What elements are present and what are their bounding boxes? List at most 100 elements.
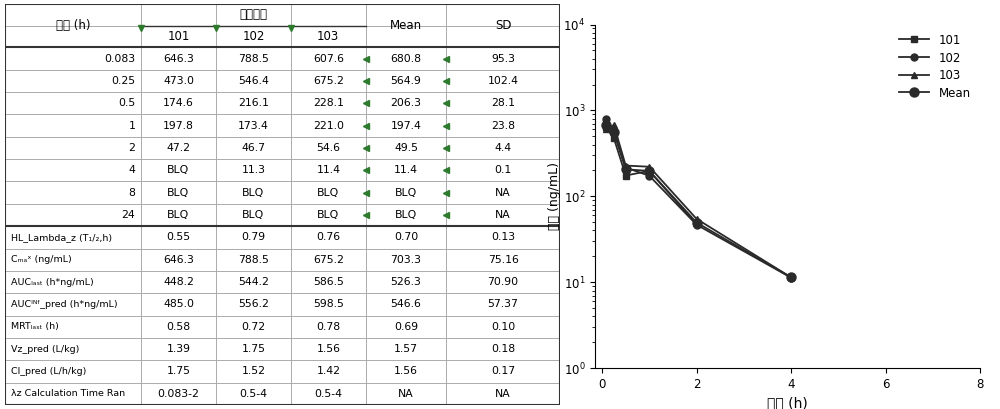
Bar [366,115,446,137]
Bar [446,204,560,226]
Bar [216,382,291,405]
Text: 646.3: 646.3 [163,54,194,63]
Text: 197.8: 197.8 [163,121,194,130]
Bar [141,26,216,47]
Text: 0.17: 0.17 [491,366,515,376]
Bar [366,4,446,26]
Text: 197.4: 197.4 [391,121,421,130]
Text: 54.6: 54.6 [316,143,340,153]
Text: 0.13: 0.13 [491,232,515,243]
Bar [216,249,291,271]
Text: 46.7: 46.7 [241,143,265,153]
Text: 8: 8 [129,188,135,198]
Text: 102.4: 102.4 [488,76,519,86]
Bar [366,26,446,47]
Bar [291,382,366,405]
Text: 174.6: 174.6 [163,98,194,108]
Text: 95.3: 95.3 [491,54,515,63]
Text: 556.2: 556.2 [238,299,269,309]
Bar [366,204,446,226]
Bar [216,47,291,70]
Bar [5,382,141,405]
Bar [366,315,446,338]
Bar [141,115,216,137]
Text: 0.5-4: 0.5-4 [239,389,267,399]
Bar [446,382,560,405]
Bar [366,382,446,405]
Text: 0.25: 0.25 [111,76,135,86]
Bar [141,92,216,115]
Text: λz Calculation Time Ran: λz Calculation Time Ran [11,389,125,398]
Text: 228.1: 228.1 [313,98,344,108]
Text: 75.16: 75.16 [488,255,519,265]
Text: NA: NA [398,389,414,399]
Text: BLQ: BLQ [317,188,339,198]
Bar [291,360,366,382]
Text: BLQ: BLQ [395,188,417,198]
Text: 788.5: 788.5 [238,54,269,63]
Text: BLQ: BLQ [242,210,264,220]
Bar [141,338,216,360]
Bar [141,70,216,92]
Bar [291,249,366,271]
Bar [366,159,446,182]
Text: 0.55: 0.55 [166,232,190,243]
Bar [366,182,446,204]
Bar [446,26,560,47]
Text: 102: 102 [242,30,265,43]
Text: 4.4: 4.4 [495,143,512,153]
Text: 0.5-4: 0.5-4 [314,389,342,399]
Bar [5,249,141,271]
Bar [5,159,141,182]
Bar [5,92,141,115]
Text: 216.1: 216.1 [238,98,269,108]
Bar [5,137,141,159]
Text: BLQ: BLQ [317,210,339,220]
Bar [5,204,141,226]
Bar [446,47,560,70]
Bar [291,92,366,115]
Text: 49.5: 49.5 [394,143,418,153]
Text: MRTₗₐₛₜ (h): MRTₗₐₛₜ (h) [11,322,58,331]
Bar [216,182,291,204]
Text: 703.3: 703.3 [390,255,421,265]
Text: SD: SD [495,19,511,32]
Bar [291,159,366,182]
Text: 4: 4 [129,165,135,175]
Text: NA: NA [495,210,511,220]
Bar [291,338,366,360]
Bar [446,315,560,338]
Bar [141,226,216,249]
Bar [291,204,366,226]
Bar [216,159,291,182]
Text: 11.3: 11.3 [241,165,265,175]
Text: 586.5: 586.5 [313,277,344,287]
Bar [291,26,366,47]
Text: 448.2: 448.2 [163,277,194,287]
Bar [291,315,366,338]
Text: 1.57: 1.57 [394,344,418,354]
Bar [446,92,560,115]
Bar [291,137,366,159]
Text: Cₘₐˣ (ng/mL): Cₘₐˣ (ng/mL) [11,255,71,264]
Text: 11.4: 11.4 [316,165,340,175]
Bar [216,115,291,137]
Text: 0.70: 0.70 [394,232,418,243]
Text: 607.6: 607.6 [313,54,344,63]
Text: 646.3: 646.3 [163,255,194,265]
Text: 0.69: 0.69 [394,322,418,332]
Bar [216,4,291,26]
Bar [141,382,216,405]
Bar [216,92,291,115]
Text: 485.0: 485.0 [163,299,194,309]
Bar [291,70,366,92]
Text: NA: NA [495,188,511,198]
Text: 788.5: 788.5 [238,255,269,265]
Text: 526.3: 526.3 [391,277,421,287]
Bar [141,271,216,293]
Bar [446,4,560,26]
Bar [5,4,141,26]
Bar [366,226,446,249]
Bar [366,360,446,382]
Bar [216,226,291,249]
